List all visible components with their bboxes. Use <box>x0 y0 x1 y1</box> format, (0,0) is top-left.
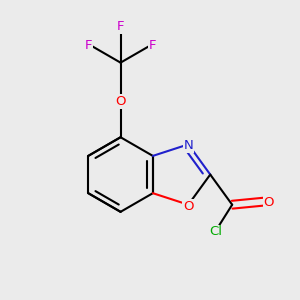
Text: N: N <box>184 140 193 152</box>
Text: Cl: Cl <box>210 225 223 238</box>
Text: O: O <box>115 95 126 108</box>
Text: F: F <box>149 39 157 52</box>
Text: O: O <box>183 200 194 213</box>
Text: O: O <box>263 196 274 209</box>
Text: F: F <box>117 20 124 33</box>
Text: F: F <box>85 39 92 52</box>
